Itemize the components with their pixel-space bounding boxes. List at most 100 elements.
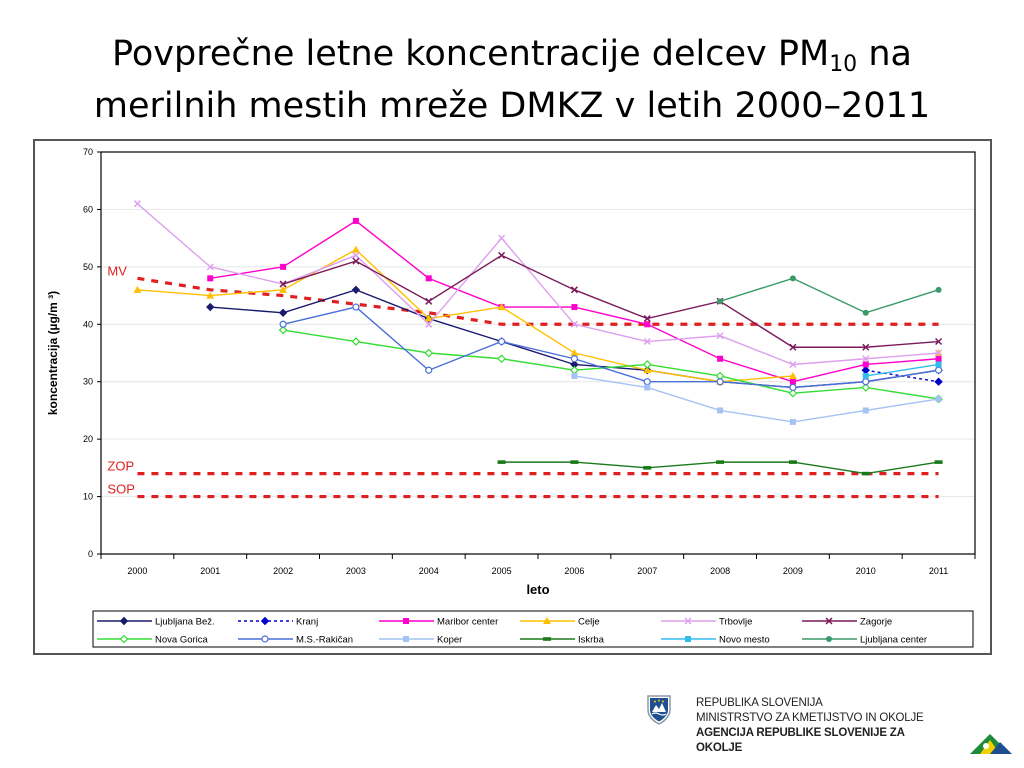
legend-item: Ljubljana center bbox=[802, 635, 927, 646]
data-point bbox=[133, 200, 141, 208]
legend-label: Koper bbox=[437, 635, 462, 646]
data-point bbox=[497, 337, 506, 346]
data-point bbox=[935, 337, 943, 346]
data-point bbox=[643, 315, 651, 323]
data-point bbox=[862, 361, 869, 368]
data-point bbox=[279, 320, 287, 328]
data-point bbox=[935, 355, 942, 362]
data-point bbox=[571, 304, 578, 311]
y-tick-label: 50 bbox=[83, 262, 93, 272]
y-tick-label: 10 bbox=[83, 492, 93, 502]
data-point bbox=[862, 343, 870, 351]
x-tick-label: 2003 bbox=[346, 566, 366, 576]
legend-label: Ljubljana Bež. bbox=[155, 617, 215, 628]
data-point bbox=[352, 257, 360, 265]
chart: 0 10 20 30 40 50 60 70 2000 2001 2002 2003 2004 2005 2… bbox=[46, 147, 976, 648]
data-point bbox=[935, 286, 942, 293]
data-point bbox=[935, 361, 942, 368]
data-point bbox=[570, 286, 578, 294]
series-line bbox=[719, 277, 939, 314]
data-point bbox=[570, 355, 579, 363]
x-axis-label: leto bbox=[526, 582, 549, 597]
legend-swatch-marker bbox=[825, 617, 833, 625]
data-point bbox=[789, 343, 797, 351]
data-point bbox=[351, 337, 361, 346]
series-nova-gorica bbox=[278, 325, 943, 404]
data-point bbox=[570, 349, 579, 356]
series-line bbox=[137, 248, 793, 383]
legend-label: Trbovlje bbox=[719, 617, 752, 628]
legend-label: Zagorje bbox=[860, 617, 892, 628]
data-point bbox=[935, 395, 942, 402]
footer: REPUBLIKA SLOVENIJA MINISTRSTVO ZA KMETI… bbox=[640, 690, 1024, 768]
data-point bbox=[935, 349, 943, 357]
legend-label: Celje bbox=[578, 617, 600, 628]
arso-triangle-logo-icon bbox=[970, 734, 1012, 754]
legend-item: Nova Gorica bbox=[97, 635, 209, 646]
data-point bbox=[788, 388, 798, 398]
x-tick-label: 2007 bbox=[637, 566, 657, 576]
x-tick-label: 2004 bbox=[419, 566, 439, 576]
data-point bbox=[717, 355, 724, 362]
x-tick-label: 2009 bbox=[783, 566, 803, 576]
y-tick-label: 40 bbox=[83, 319, 93, 329]
data-point bbox=[497, 354, 506, 364]
legend-swatch-marker bbox=[403, 636, 409, 642]
data-point bbox=[862, 378, 870, 386]
x-tick-label: 2011 bbox=[929, 566, 948, 576]
x-tick-label: 2000 bbox=[127, 566, 147, 576]
data-point bbox=[789, 378, 796, 385]
data-point bbox=[206, 302, 215, 312]
x-tick-label: 2008 bbox=[710, 566, 730, 576]
data-point bbox=[425, 320, 433, 328]
x-tick-label: 2002 bbox=[273, 566, 293, 576]
legend-item: Iskrba bbox=[520, 635, 605, 646]
legend-label: Ljubljana center bbox=[860, 635, 927, 646]
title-line1-text: Povprečne letne koncentracije delcev PM bbox=[112, 34, 830, 74]
legend-label: Novo mesto bbox=[719, 635, 770, 646]
data-point bbox=[862, 309, 869, 316]
chart-frame bbox=[33, 139, 992, 655]
data-point bbox=[352, 303, 360, 311]
data-point bbox=[351, 285, 361, 295]
legend-item: M.S.-Rakičan bbox=[238, 635, 353, 646]
data-point bbox=[351, 245, 360, 253]
data-point bbox=[498, 234, 506, 242]
data-point bbox=[497, 460, 506, 464]
data-point bbox=[862, 407, 869, 414]
legend-swatch-marker bbox=[403, 618, 409, 624]
legend-swatch-marker bbox=[119, 634, 129, 644]
data-point bbox=[861, 383, 871, 392]
data-point bbox=[278, 308, 288, 318]
data-point bbox=[717, 298, 724, 305]
data-point bbox=[570, 320, 578, 328]
footer-ministry: MINISTRSTVO ZA KMETIJSTVO IN OKOLJE bbox=[696, 712, 924, 724]
y-tick-label: 30 bbox=[83, 377, 93, 387]
series-ljubljana-center bbox=[717, 275, 942, 316]
data-point bbox=[206, 291, 215, 299]
series-iskrba bbox=[497, 460, 943, 476]
data-point bbox=[425, 275, 432, 282]
data-point bbox=[424, 348, 434, 358]
reference-line-mv bbox=[137, 276, 939, 326]
data-point bbox=[716, 460, 725, 464]
legend-item: Celje bbox=[520, 617, 600, 628]
footer-republic: REPUBLIKA SLOVENIJA bbox=[696, 697, 823, 709]
y-tick-label: 0 bbox=[88, 549, 93, 559]
data-point bbox=[934, 460, 943, 464]
data-point bbox=[643, 337, 651, 346]
slovenia-coat-of-arms-icon bbox=[647, 695, 671, 725]
data-point bbox=[642, 360, 652, 369]
data-point bbox=[644, 321, 651, 328]
legend-swatch-marker bbox=[260, 616, 270, 626]
legend-label: Nova Gorica bbox=[155, 635, 209, 646]
legend-label: Maribor center bbox=[437, 617, 498, 628]
y-axis-label: koncentracija (µg/m ³) bbox=[46, 291, 60, 415]
legend-box bbox=[92, 610, 974, 648]
x-tick-label: 2010 bbox=[856, 566, 876, 576]
data-point bbox=[788, 460, 797, 464]
data-point bbox=[279, 285, 288, 293]
data-point bbox=[862, 372, 869, 379]
data-point bbox=[425, 297, 433, 305]
data-point bbox=[862, 355, 870, 363]
